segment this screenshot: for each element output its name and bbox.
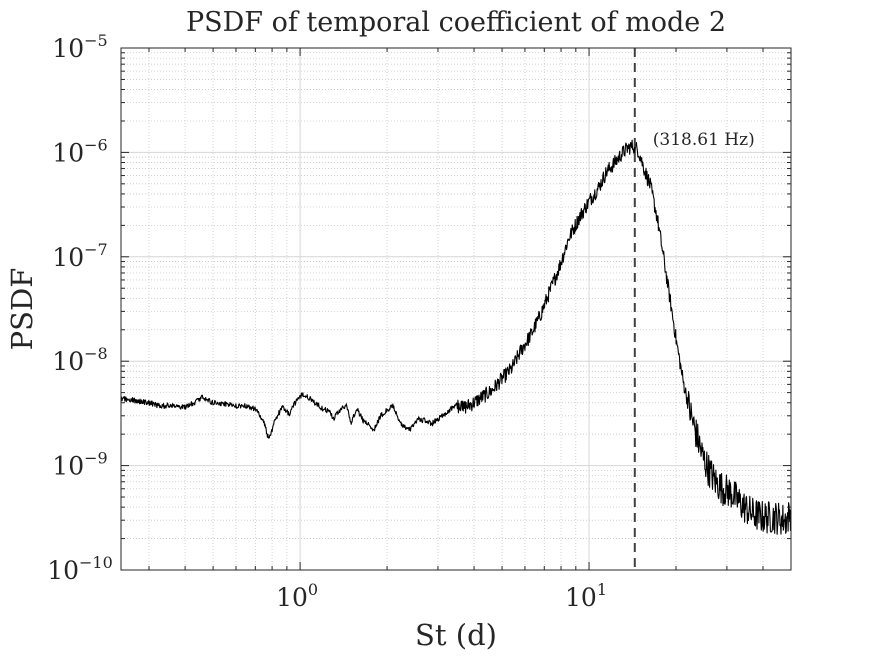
minor-grid — [121, 48, 791, 570]
y-axis-label: PSDF — [5, 268, 39, 351]
peak-marker-label: (318.61 Hz) — [653, 130, 755, 150]
series-layer — [120, 139, 792, 535]
axes-box — [120, 47, 792, 571]
chart-title: PSDF of temporal coefficient of mode 2 — [186, 7, 726, 38]
series-line-psdf — [120, 139, 792, 535]
x-axis-label: St (d) — [415, 618, 497, 652]
tick-marks — [121, 47, 791, 571]
plot-area — [121, 48, 791, 570]
